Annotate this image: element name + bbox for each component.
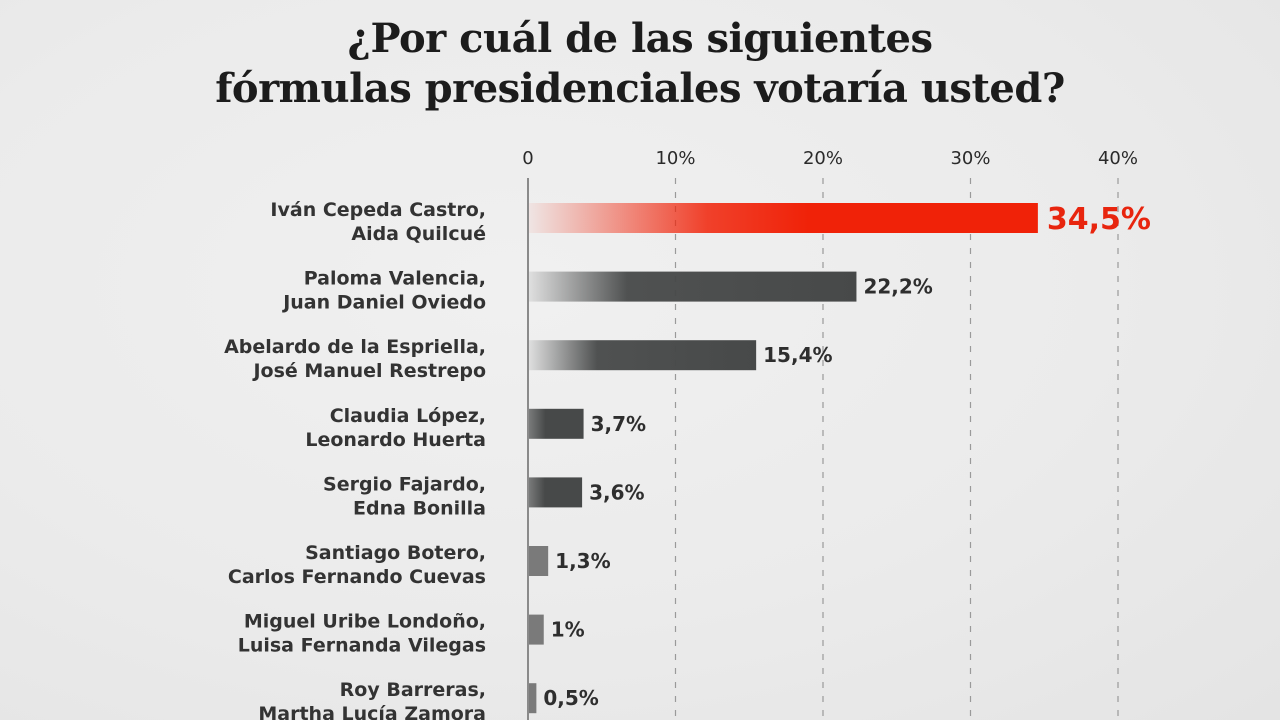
category-label: Claudia López, xyxy=(330,405,486,427)
x-tick-label: 10% xyxy=(655,148,695,169)
x-axis-ticks: 0 10% 20% 30% 40% xyxy=(522,148,1138,169)
x-tick-label: 20% xyxy=(803,148,843,169)
bar xyxy=(529,614,544,645)
chart-title: ¿Por cuál de las siguientes fórmulas pre… xyxy=(0,14,1280,114)
grid-lines xyxy=(674,178,1119,720)
category-label: Martha Lucía Zamora xyxy=(258,703,486,720)
value-label: 3,6% xyxy=(589,480,644,504)
category-label: Abelardo de la Espriella, xyxy=(224,336,486,358)
bar xyxy=(529,683,537,714)
category-labels: Iván Cepeda Castro,Aida Quilcué Paloma Va… xyxy=(224,199,486,720)
category-label: Paloma Valencia, xyxy=(304,268,486,290)
bars xyxy=(529,203,1038,714)
category-label: José Manuel Restrepo xyxy=(251,360,486,382)
category-label: Sergio Fajardo, xyxy=(323,473,486,495)
category-label: Santiago Botero, xyxy=(305,542,486,564)
value-label: 1,3% xyxy=(555,549,610,573)
value-label: 0,5% xyxy=(543,686,598,710)
value-label: 34,5% xyxy=(1047,202,1151,237)
chart-title-line-1: ¿Por cuál de las siguientes xyxy=(347,15,933,62)
bar xyxy=(529,203,1038,233)
value-label: 22,2% xyxy=(863,275,932,299)
bar xyxy=(529,340,757,371)
value-label: 1% xyxy=(551,618,585,642)
bar xyxy=(529,271,857,302)
category-label: Leonardo Huerta xyxy=(305,429,486,451)
x-tick-label: 0 xyxy=(522,148,533,169)
bar xyxy=(529,408,584,439)
category-label: Juan Daniel Oviedo xyxy=(281,292,486,314)
category-label: Carlos Fernando Cuevas xyxy=(228,566,486,588)
category-label: Miguel Uribe Londoño, xyxy=(244,611,486,633)
bar xyxy=(529,546,549,576)
value-label: 3,7% xyxy=(591,412,646,436)
category-label: Iván Cepeda Castro, xyxy=(270,199,486,221)
value-labels: 34,5% 22,2% 15,4% 3,7% 3,6% 1,3% 1% 0,5% xyxy=(543,202,1151,710)
bar xyxy=(529,477,583,508)
category-label: Roy Barreras, xyxy=(340,679,486,701)
x-tick-label: 40% xyxy=(1098,148,1138,169)
value-label: 15,4% xyxy=(763,343,832,367)
category-label: Luisa Fernanda Vilegas xyxy=(238,635,486,657)
x-tick-label: 30% xyxy=(950,148,990,169)
category-label: Aida Quilcué xyxy=(351,223,486,245)
category-label: Edna Bonilla xyxy=(353,497,486,519)
chart-title-line-2: fórmulas presidenciales votaría usted? xyxy=(215,65,1065,112)
